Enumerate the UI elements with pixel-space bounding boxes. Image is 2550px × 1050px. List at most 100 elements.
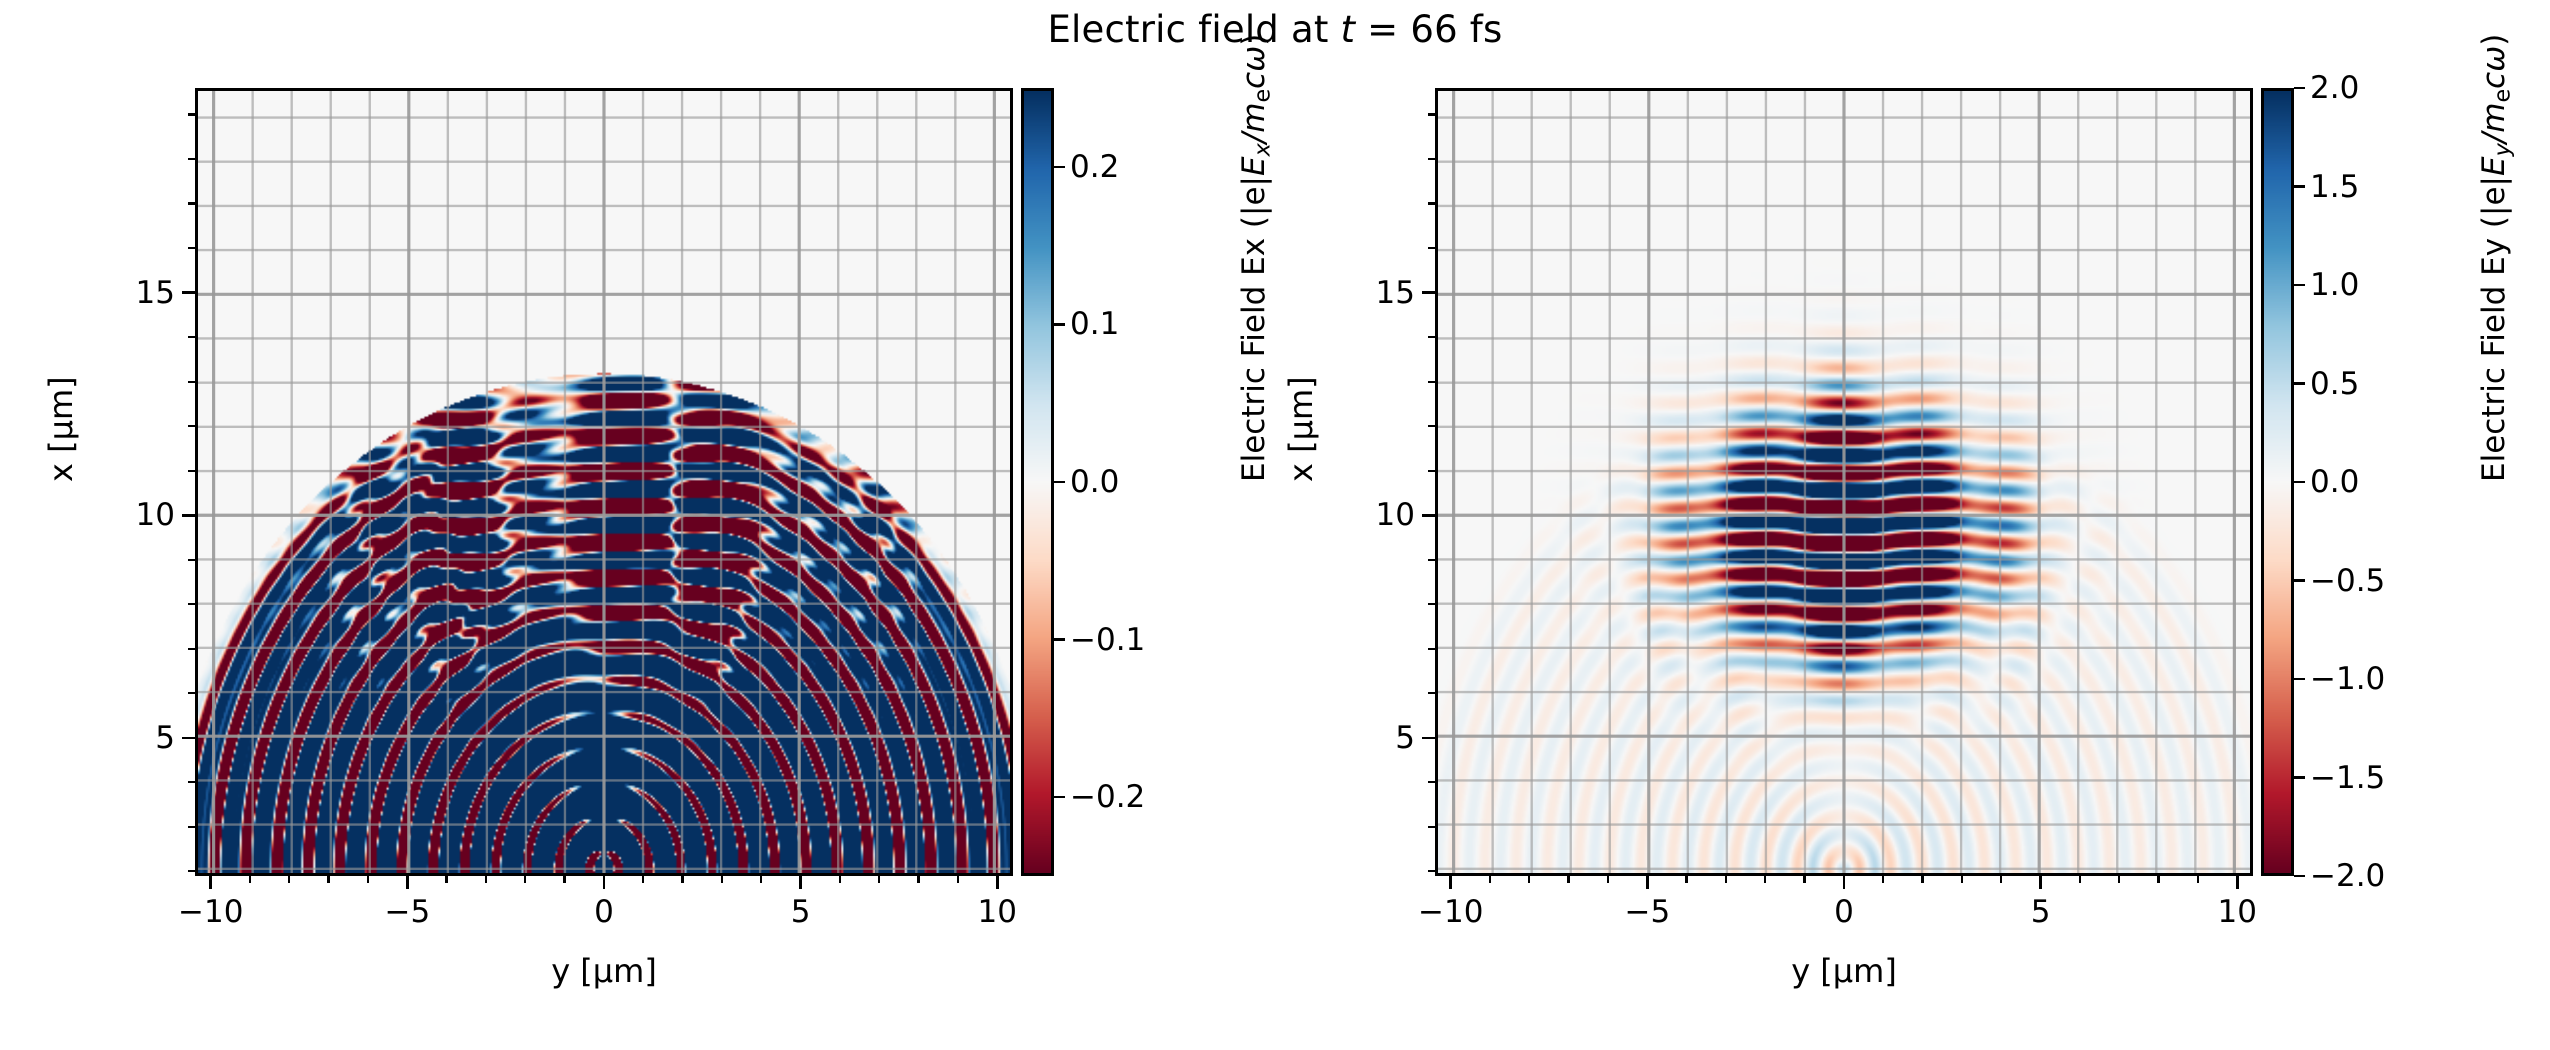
- y-tick-minor: [1428, 157, 1435, 161]
- colorbar-tick: [1054, 165, 1065, 169]
- colorbar-label-ex: Electric Field Ex (|e|Ex/mecω): [1236, 34, 1276, 482]
- heatmap-ey: [1438, 91, 2250, 873]
- colorbar-tick-label: 0.2: [1070, 148, 1120, 185]
- x-tick-minor: [1685, 876, 1688, 883]
- x-tick-minor: [2196, 876, 2199, 883]
- cbar-ey-me: e: [2489, 88, 2516, 103]
- plot-area-ex[interactable]: [195, 88, 1013, 876]
- x-tick-major: [995, 876, 999, 889]
- x-tick-minor: [956, 876, 959, 883]
- y-tick-major: [1422, 514, 1435, 517]
- y-tick-minor: [188, 558, 195, 561]
- figure-title-prefix: Electric field at: [1047, 8, 1341, 51]
- xaxis-label-ex: y [µm]: [551, 952, 657, 990]
- cbar-ex-c: c: [1236, 71, 1272, 89]
- x-tick-minor: [681, 876, 684, 883]
- y-tick-minor: [1428, 647, 1435, 650]
- colorbar-tick-label: −0.5: [2310, 562, 2386, 599]
- x-tick-label: −5: [1624, 894, 1671, 930]
- y-tick-minor: [1428, 469, 1435, 472]
- y-tick-minor: [1428, 558, 1435, 561]
- x-tick-label: 10: [977, 894, 1017, 930]
- colorbar-tick: [1054, 323, 1065, 326]
- y-tick-minor: [188, 202, 195, 205]
- y-tick-minor: [188, 157, 195, 161]
- x-tick-minor: [1488, 876, 1491, 883]
- cbar-ey-m: m: [2476, 102, 2512, 133]
- cbar-ex-me: e: [1249, 88, 1276, 103]
- y-tick-major: [182, 736, 195, 740]
- x-tick-minor: [1606, 876, 1609, 883]
- y-tick-major: [1422, 291, 1435, 295]
- cbar-ex-E: E: [1236, 156, 1272, 177]
- x-tick-label: 0: [1834, 894, 1854, 930]
- colorbar-tick-label: −0.2: [1070, 779, 1146, 816]
- colorbar-tick-label: 0.5: [2310, 365, 2360, 402]
- colorbar-tick: [2294, 480, 2305, 484]
- y-tick-minor: [188, 692, 195, 695]
- x-tick-minor: [642, 876, 645, 883]
- x-tick-label: 5: [790, 894, 811, 930]
- colorbar-ex[interactable]: [1021, 88, 1054, 876]
- colorbar-tick: [2294, 185, 2305, 188]
- x-tick-minor: [720, 876, 723, 883]
- y-tick-label: 10: [1375, 497, 1415, 534]
- colorbar-tick-label: 0.1: [1070, 306, 1120, 343]
- y-tick-minor: [1428, 603, 1435, 606]
- colorbar-tick: [1054, 795, 1065, 799]
- y-tick-minor: [188, 603, 195, 606]
- xaxis-label-ey: y [µm]: [1791, 952, 1897, 990]
- cbar-ey-c: c: [2476, 71, 2512, 89]
- y-tick-minor: [188, 336, 195, 339]
- y-tick-label: 15: [135, 274, 175, 311]
- figure-title-suffix: = 66 fs: [1355, 8, 1503, 51]
- y-tick-minor: [1428, 825, 1435, 828]
- x-tick-major: [406, 876, 409, 889]
- x-tick-major: [602, 876, 606, 889]
- cbar-ex-pre: Electric Field Ex (|e|: [1236, 176, 1272, 482]
- y-tick-minor: [188, 469, 195, 472]
- colorbar-ey[interactable]: [2261, 88, 2294, 876]
- cbar-ey-pre: Electric Field Ey (|e|: [2476, 176, 2512, 482]
- cbar-ey-sub: y: [2489, 143, 2516, 157]
- y-tick-minor: [188, 425, 195, 428]
- y-tick-minor: [1428, 870, 1435, 873]
- cbar-ex-slash: /: [1236, 132, 1272, 144]
- colorbar-tick: [2294, 86, 2305, 90]
- cbar-ey-omega: ω: [2476, 45, 2512, 72]
- x-tick-label: −10: [1418, 894, 1484, 930]
- x-tick-major: [1842, 876, 1846, 889]
- cbar-ex-m: m: [1236, 102, 1272, 133]
- x-tick-minor: [1960, 876, 1963, 883]
- colorbar-label-ey: Electric Field Ey (|e|Ey/mecω): [2476, 34, 2516, 482]
- colorbar-tick: [2294, 283, 2305, 287]
- x-tick-major: [209, 876, 213, 889]
- yaxis-label-ey: x [µm]: [1282, 376, 1320, 482]
- x-tick-minor: [2000, 876, 2003, 883]
- colorbar-tick: [2294, 579, 2305, 582]
- y-tick-minor: [188, 781, 195, 784]
- heatmap-ex: [198, 91, 1010, 873]
- cbar-ex-post: ): [1236, 33, 1272, 46]
- colorbar-tick-label: 0.0: [1070, 464, 1120, 500]
- y-tick-major: [182, 291, 195, 295]
- x-tick-minor: [2078, 876, 2081, 883]
- x-tick-minor: [1882, 876, 1885, 883]
- colorbar-tick: [1054, 638, 1065, 641]
- cbar-ey-post: ): [2476, 33, 2512, 46]
- cbar-ey-E: E: [2476, 156, 2512, 177]
- x-tick-minor: [563, 876, 566, 883]
- y-tick-minor: [1428, 425, 1435, 428]
- cbar-ex-omega: ω: [1236, 45, 1272, 72]
- x-tick-major: [1449, 876, 1453, 889]
- y-tick-minor: [188, 380, 195, 383]
- colorbar-tick: [2294, 382, 2305, 385]
- x-tick-major: [2039, 876, 2042, 889]
- y-tick-minor: [1428, 336, 1435, 339]
- y-tick-minor: [1428, 113, 1435, 116]
- x-tick-minor: [524, 876, 527, 883]
- x-tick-minor: [1764, 876, 1767, 883]
- x-tick-minor: [877, 876, 881, 883]
- plot-area-ey[interactable]: [1435, 88, 2253, 876]
- y-tick-minor: [1428, 202, 1435, 205]
